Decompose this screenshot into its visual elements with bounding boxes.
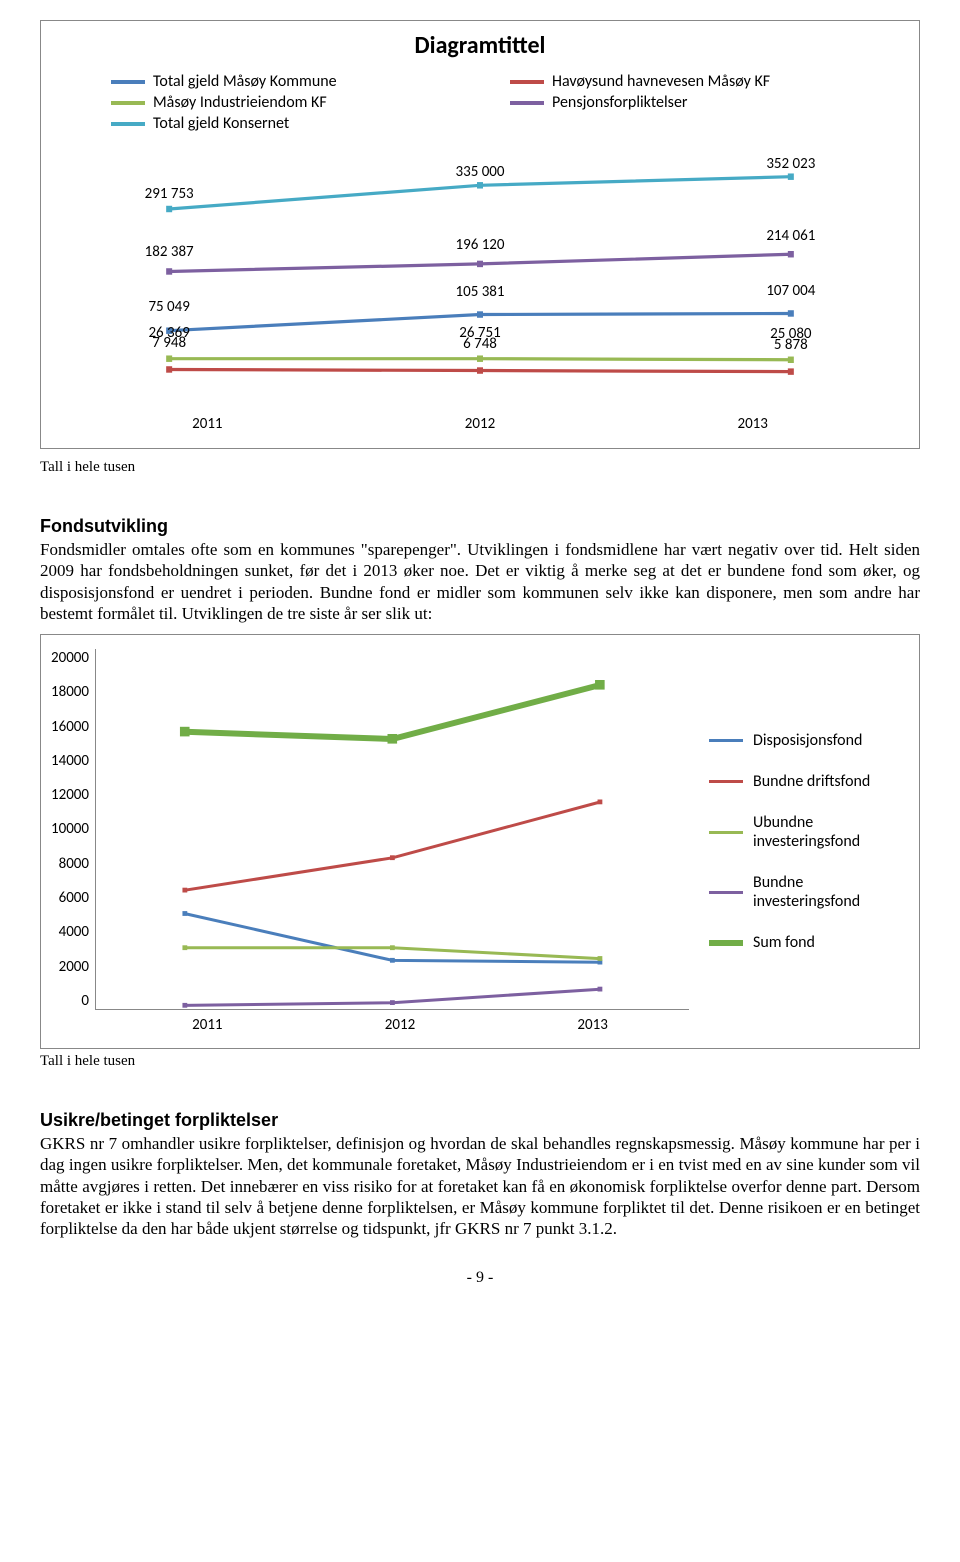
debt-chart: Diagramtittel Total gjeld Måsøy Kommune … — [40, 20, 920, 449]
legend-label: Disposisjonsfond — [753, 731, 862, 750]
legend-item: Bundne driftsfond — [709, 772, 909, 791]
chart1-title: Diagramtittel — [51, 31, 909, 60]
fondsutvikling-body: Fondsmidler omtales ofte som en kommunes… — [40, 539, 920, 624]
fondsutvikling-heading: Fondsutvikling — [40, 516, 920, 537]
legend-label: Sum fond — [753, 933, 815, 952]
chart2-yaxis: 2000018000160001400012000100008000600040… — [51, 649, 95, 1010]
chart1-caption: Tall i hele tusen — [40, 459, 920, 476]
chart2-legend: Disposisjonsfond Bundne driftsfond Ubund… — [689, 649, 909, 1034]
fond-chart: 2000018000160001400012000100008000600040… — [40, 634, 920, 1049]
chart1-xaxis: 2011 2012 2013 — [71, 415, 889, 433]
x-tick: 2011 — [71, 415, 344, 433]
legend-item: Sum fond — [709, 933, 909, 952]
x-tick: 2012 — [344, 415, 617, 433]
legend-label: Total gjeld Måsøy Kommune — [153, 72, 337, 91]
x-tick: 2012 — [385, 1016, 415, 1034]
chart2-plot — [95, 649, 689, 1010]
usikre-heading: Usikre/betinget forpliktelser — [40, 1110, 920, 1131]
legend-label: Havøysund havnevesen Måsøy KF — [552, 72, 770, 91]
chart2-xaxis: 2011 2012 2013 — [111, 1010, 689, 1034]
legend-item: Bundne investeringsfond — [709, 873, 909, 911]
legend-label: Måsøy Industrieiendom KF — [153, 93, 327, 112]
x-tick: 2013 — [577, 1016, 607, 1034]
legend-label: Bundne driftsfond — [753, 772, 870, 791]
legend-item: Pensjonsforpliktelser — [510, 93, 909, 112]
x-tick: 2013 — [616, 415, 889, 433]
legend-item: Ubundne investeringsfond — [709, 813, 909, 851]
legend-item: Disposisjonsfond — [709, 731, 909, 750]
legend-item: Havøysund havnevesen Måsøy KF — [510, 72, 909, 91]
chart2-caption: Tall i hele tusen — [40, 1053, 920, 1070]
x-tick: 2011 — [192, 1016, 222, 1034]
chart1-plot: 2011 2012 2013 291 753335 000352 023182 … — [71, 153, 889, 433]
chart1-legend: Total gjeld Måsøy Kommune Havøysund havn… — [51, 72, 909, 135]
usikre-body: GKRS nr 7 omhandler usikre forpliktelser… — [40, 1133, 920, 1239]
legend-item: Total gjeld Konsernet — [111, 114, 510, 133]
legend-item: Total gjeld Måsøy Kommune — [111, 72, 510, 91]
legend-item: Måsøy Industrieiendom KF — [111, 93, 510, 112]
legend-label: Bundne investeringsfond — [753, 873, 909, 911]
legend-label: Total gjeld Konsernet — [153, 114, 289, 133]
legend-label: Pensjonsforpliktelser — [552, 93, 687, 112]
page-number: - 9 - — [40, 1269, 920, 1287]
legend-label: Ubundne investeringsfond — [753, 813, 909, 851]
